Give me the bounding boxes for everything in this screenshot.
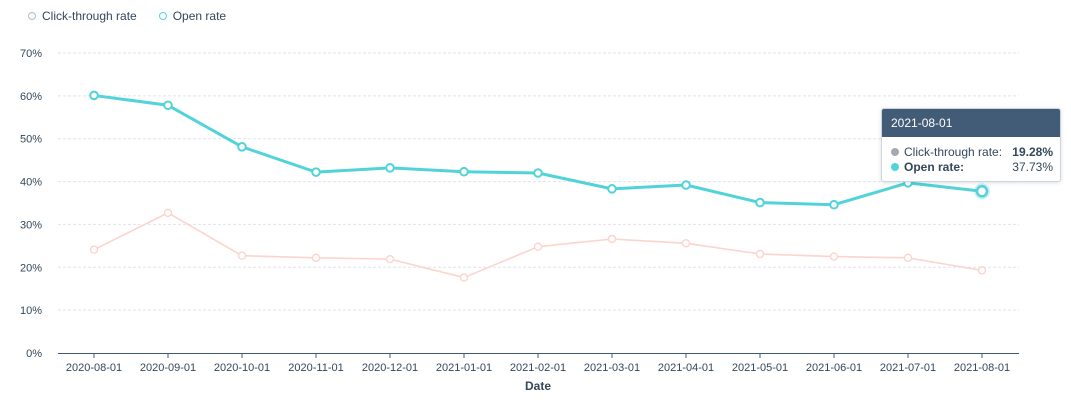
x-tick-label: 2021-03-01: [584, 362, 640, 374]
x-tick-label: 2020-12-01: [362, 362, 418, 374]
y-tick-label: 20%: [20, 262, 42, 274]
x-tick-label: 2021-02-01: [510, 362, 566, 374]
data-point: [459, 273, 469, 282]
data-point: [607, 184, 617, 194]
data-point: [237, 142, 247, 152]
legend-item-click-through-rate[interactable]: Click-through rate: [28, 9, 137, 23]
data-point: [163, 100, 173, 111]
x-axis: 2020-08-01 2020-09-01 2020-10-01 2020-11-01…: [58, 353, 1019, 374]
chart-tooltip: 2021-08-01 Click-through rate: 19.28% Op…: [881, 108, 1061, 182]
data-point: [311, 253, 321, 263]
x-axis-title: Date: [525, 379, 551, 393]
legend-marker-open-rate-icon: [158, 12, 167, 20]
y-tick-label: 40%: [20, 177, 42, 189]
series-click-through-rate: [89, 208, 987, 282]
y-axis-ticks: 0% 10% 20% 30% 40% 50% 60% 70%: [20, 48, 42, 360]
data-point: [533, 168, 543, 178]
series-open-rate: [89, 90, 990, 210]
legend-label-open-rate: Open rate: [172, 9, 227, 23]
data-point: [607, 234, 617, 244]
data-point: [163, 208, 173, 218]
y-tick-label: 60%: [20, 91, 42, 103]
data-point: [681, 239, 691, 248]
x-tick-label: 2020-11-01: [288, 362, 343, 374]
tooltip-row-open-rate: Open rate: 37.73%: [891, 159, 1053, 174]
data-point: [533, 242, 543, 251]
y-tick-label: 30%: [20, 219, 42, 231]
data-point: [755, 197, 765, 208]
data-point: [681, 180, 691, 190]
data-point: [903, 253, 913, 263]
legend-label-click-through-rate: Click-through rate: [42, 9, 137, 23]
data-point: [89, 245, 99, 254]
series-line: [92, 93, 984, 207]
y-tick-label: 10%: [20, 305, 42, 317]
data-point: [311, 167, 321, 177]
x-tick-label: 2021-06-01: [806, 362, 862, 374]
x-tick-label: 2020-09-01: [140, 362, 196, 374]
tooltip-dot-click-through-rate-icon: [891, 147, 899, 156]
data-point: [385, 254, 395, 264]
data-point: [385, 163, 395, 173]
y-tick-label: 50%: [20, 134, 42, 146]
data-point: [237, 251, 247, 260]
data-point: [829, 199, 839, 210]
y-tick-label: 70%: [20, 48, 42, 60]
tooltip-row-click-through-rate: Click-through rate: 19.28%: [891, 144, 1053, 159]
x-tick-label: 2021-04-01: [658, 362, 714, 374]
tooltip-dot-open-rate-icon: [891, 162, 899, 171]
data-point: [975, 185, 989, 198]
x-tick-label: 2021-05-01: [732, 362, 788, 374]
data-point: [829, 252, 839, 261]
grid-lines: [58, 52, 1019, 311]
legend-item-open-rate[interactable]: Open rate: [158, 9, 227, 23]
x-tick-label: 2020-08-01: [66, 362, 122, 374]
data-point: [755, 249, 765, 259]
x-tick-label: 2021-07-01: [880, 362, 936, 374]
tooltip-label-click-through-rate: Click-through rate:: [904, 144, 1003, 159]
x-tick-label: 2021-08-01: [954, 362, 1010, 374]
x-tick-label: 2020-10-01: [214, 362, 270, 374]
y-tick-label: 0%: [26, 348, 42, 360]
data-point: [977, 266, 987, 275]
x-tick-label: 2021-01-01: [436, 362, 492, 374]
data-point: [89, 90, 99, 101]
tooltip-value-open-rate: 37.73%: [1012, 159, 1053, 174]
tooltip-label-open-rate: Open rate:: [904, 159, 965, 174]
chart-legend: Click-through rate Open rate: [28, 9, 226, 23]
tooltip-date: 2021-08-01: [882, 109, 1060, 137]
tooltip-value-click-through-rate: 19.28%: [1012, 144, 1053, 159]
data-point: [459, 166, 469, 177]
legend-marker-click-through-rate-icon: [28, 12, 36, 20]
